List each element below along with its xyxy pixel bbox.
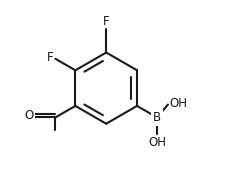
Text: OH: OH [147,136,165,149]
Text: O: O [24,109,33,122]
Text: F: F [46,51,53,64]
Text: F: F [103,15,109,28]
Text: OH: OH [168,97,186,110]
Text: B: B [152,111,161,124]
